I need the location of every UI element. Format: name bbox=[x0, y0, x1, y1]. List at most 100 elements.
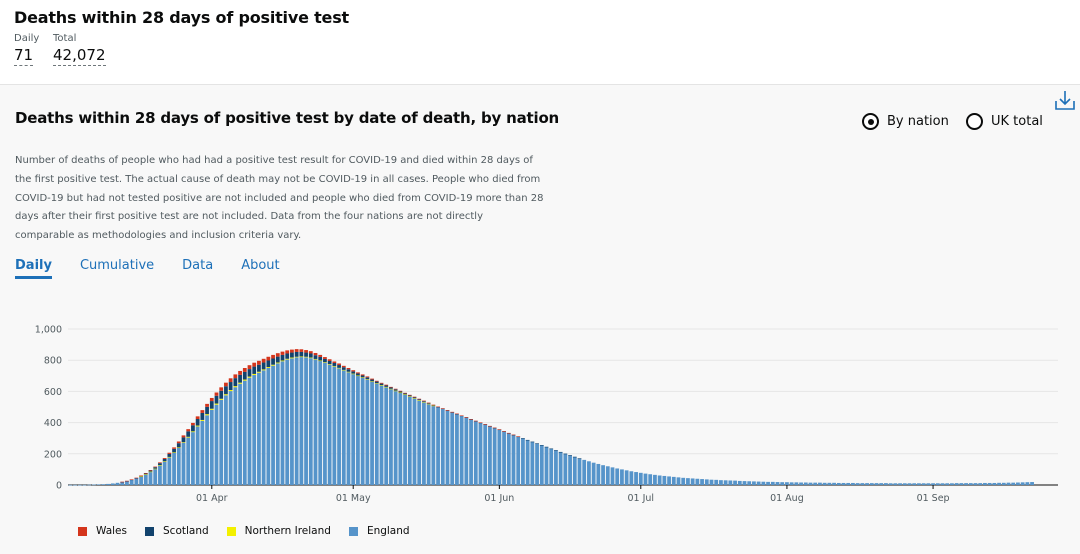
bar-england[interactable] bbox=[115, 482, 120, 485]
tab-about[interactable]: About bbox=[241, 258, 280, 273]
bar-england[interactable] bbox=[530, 441, 535, 485]
download-icon[interactable] bbox=[1054, 89, 1076, 111]
bar-england[interactable] bbox=[455, 414, 459, 485]
bar-scotland[interactable] bbox=[271, 358, 275, 365]
bar-northern-ireland[interactable] bbox=[351, 373, 356, 375]
bar-northern-ireland[interactable] bbox=[280, 360, 285, 362]
bar-northern-ireland[interactable] bbox=[252, 373, 257, 376]
bar-england[interactable] bbox=[275, 363, 280, 485]
bar-england[interactable] bbox=[431, 405, 436, 485]
bar-england[interactable] bbox=[568, 455, 572, 485]
bar-wales[interactable] bbox=[261, 358, 266, 363]
bar-england[interactable] bbox=[337, 368, 341, 485]
bar-northern-ireland[interactable] bbox=[398, 392, 403, 394]
bar-scotland[interactable] bbox=[153, 467, 158, 469]
bar-england[interactable] bbox=[1001, 482, 1006, 485]
bar-northern-ireland[interactable] bbox=[327, 364, 332, 365]
bar-scotland[interactable] bbox=[238, 374, 242, 383]
bar-england[interactable] bbox=[917, 483, 921, 485]
bar-england[interactable] bbox=[950, 483, 954, 485]
bar-england[interactable] bbox=[436, 407, 440, 485]
bar-england[interactable] bbox=[615, 468, 620, 485]
bar-scotland[interactable] bbox=[539, 445, 544, 446]
bar-england[interactable] bbox=[96, 484, 101, 485]
bar-scotland[interactable] bbox=[261, 362, 266, 370]
bar-england[interactable] bbox=[469, 419, 473, 485]
bar-england[interactable] bbox=[205, 415, 209, 485]
bar-england[interactable] bbox=[162, 461, 167, 485]
bar-england[interactable] bbox=[884, 483, 888, 485]
bar-england[interactable] bbox=[935, 483, 940, 485]
bar-wales[interactable] bbox=[379, 382, 384, 384]
bar-wales[interactable] bbox=[257, 360, 261, 365]
bar-wales[interactable] bbox=[478, 422, 483, 424]
bar-northern-ireland[interactable] bbox=[384, 386, 389, 388]
bar-northern-ireland[interactable] bbox=[247, 376, 252, 378]
bar-wales[interactable] bbox=[459, 415, 464, 417]
bar-northern-ireland[interactable] bbox=[431, 405, 436, 407]
bar-wales[interactable] bbox=[488, 425, 492, 427]
bar-england[interactable] bbox=[987, 482, 992, 485]
bar-england[interactable] bbox=[794, 482, 799, 485]
bar-england[interactable] bbox=[756, 481, 761, 485]
bar-northern-ireland[interactable] bbox=[360, 377, 365, 378]
bar-england[interactable] bbox=[323, 362, 327, 485]
bar-england[interactable] bbox=[242, 380, 247, 485]
bar-england[interactable] bbox=[200, 420, 205, 485]
bar-wales[interactable] bbox=[436, 406, 440, 408]
bar-scotland[interactable] bbox=[181, 437, 186, 443]
bar-england[interactable] bbox=[134, 478, 139, 485]
bar-england[interactable] bbox=[902, 483, 907, 485]
bar-scotland[interactable] bbox=[176, 443, 181, 448]
bar-wales[interactable] bbox=[473, 420, 478, 422]
bar-england[interactable] bbox=[624, 470, 629, 485]
bar-scotland[interactable] bbox=[525, 439, 530, 441]
bar-scotland[interactable] bbox=[205, 406, 209, 415]
bar-wales[interactable] bbox=[304, 350, 308, 353]
bar-england[interactable] bbox=[261, 370, 266, 485]
bar-scotland[interactable] bbox=[228, 382, 233, 390]
bar-wales[interactable] bbox=[280, 351, 285, 355]
bar-wales[interactable] bbox=[219, 387, 224, 391]
bar-england[interactable] bbox=[257, 372, 261, 485]
bar-scotland[interactable] bbox=[233, 378, 238, 387]
bar-northern-ireland[interactable] bbox=[158, 465, 162, 466]
bar-scotland[interactable] bbox=[407, 395, 412, 397]
bar-england[interactable] bbox=[521, 438, 525, 485]
bar-wales[interactable] bbox=[299, 349, 304, 352]
bar-wales[interactable] bbox=[431, 404, 436, 406]
bar-wales[interactable] bbox=[290, 349, 294, 353]
bar-northern-ireland[interactable] bbox=[261, 369, 266, 371]
bar-scotland[interactable] bbox=[360, 375, 365, 378]
bar-england[interactable] bbox=[813, 482, 818, 485]
bar-england[interactable] bbox=[940, 483, 945, 485]
bar-scotland[interactable] bbox=[294, 351, 299, 357]
bar-northern-ireland[interactable] bbox=[417, 399, 422, 401]
bar-scotland[interactable] bbox=[568, 455, 572, 456]
bar-northern-ireland[interactable] bbox=[374, 383, 379, 384]
bar-wales[interactable] bbox=[426, 402, 431, 404]
bar-scotland[interactable] bbox=[374, 381, 379, 384]
bar-england[interactable] bbox=[643, 473, 648, 485]
bar-england[interactable] bbox=[393, 390, 398, 485]
bar-scotland[interactable] bbox=[393, 389, 398, 391]
bar-scotland[interactable] bbox=[403, 393, 407, 395]
bar-england[interactable] bbox=[662, 475, 667, 485]
bar-england[interactable] bbox=[968, 483, 973, 485]
bar-scotland[interactable] bbox=[544, 446, 549, 448]
bar-england[interactable] bbox=[596, 463, 601, 485]
bar-scotland[interactable] bbox=[426, 402, 431, 404]
bar-northern-ireland[interactable] bbox=[299, 356, 304, 358]
bar-scotland[interactable] bbox=[412, 397, 417, 399]
bar-scotland[interactable] bbox=[242, 371, 247, 380]
bar-england[interactable] bbox=[558, 452, 563, 485]
bar-northern-ireland[interactable] bbox=[242, 379, 247, 381]
bar-scotland[interactable] bbox=[214, 395, 219, 404]
bar-england[interactable] bbox=[478, 422, 483, 485]
bar-northern-ireland[interactable] bbox=[365, 379, 370, 380]
bar-wales[interactable] bbox=[275, 353, 280, 357]
bar-northern-ireland[interactable] bbox=[219, 398, 224, 400]
bar-england[interactable] bbox=[728, 480, 733, 485]
bar-northern-ireland[interactable] bbox=[393, 390, 398, 392]
bar-england[interactable] bbox=[898, 483, 902, 485]
